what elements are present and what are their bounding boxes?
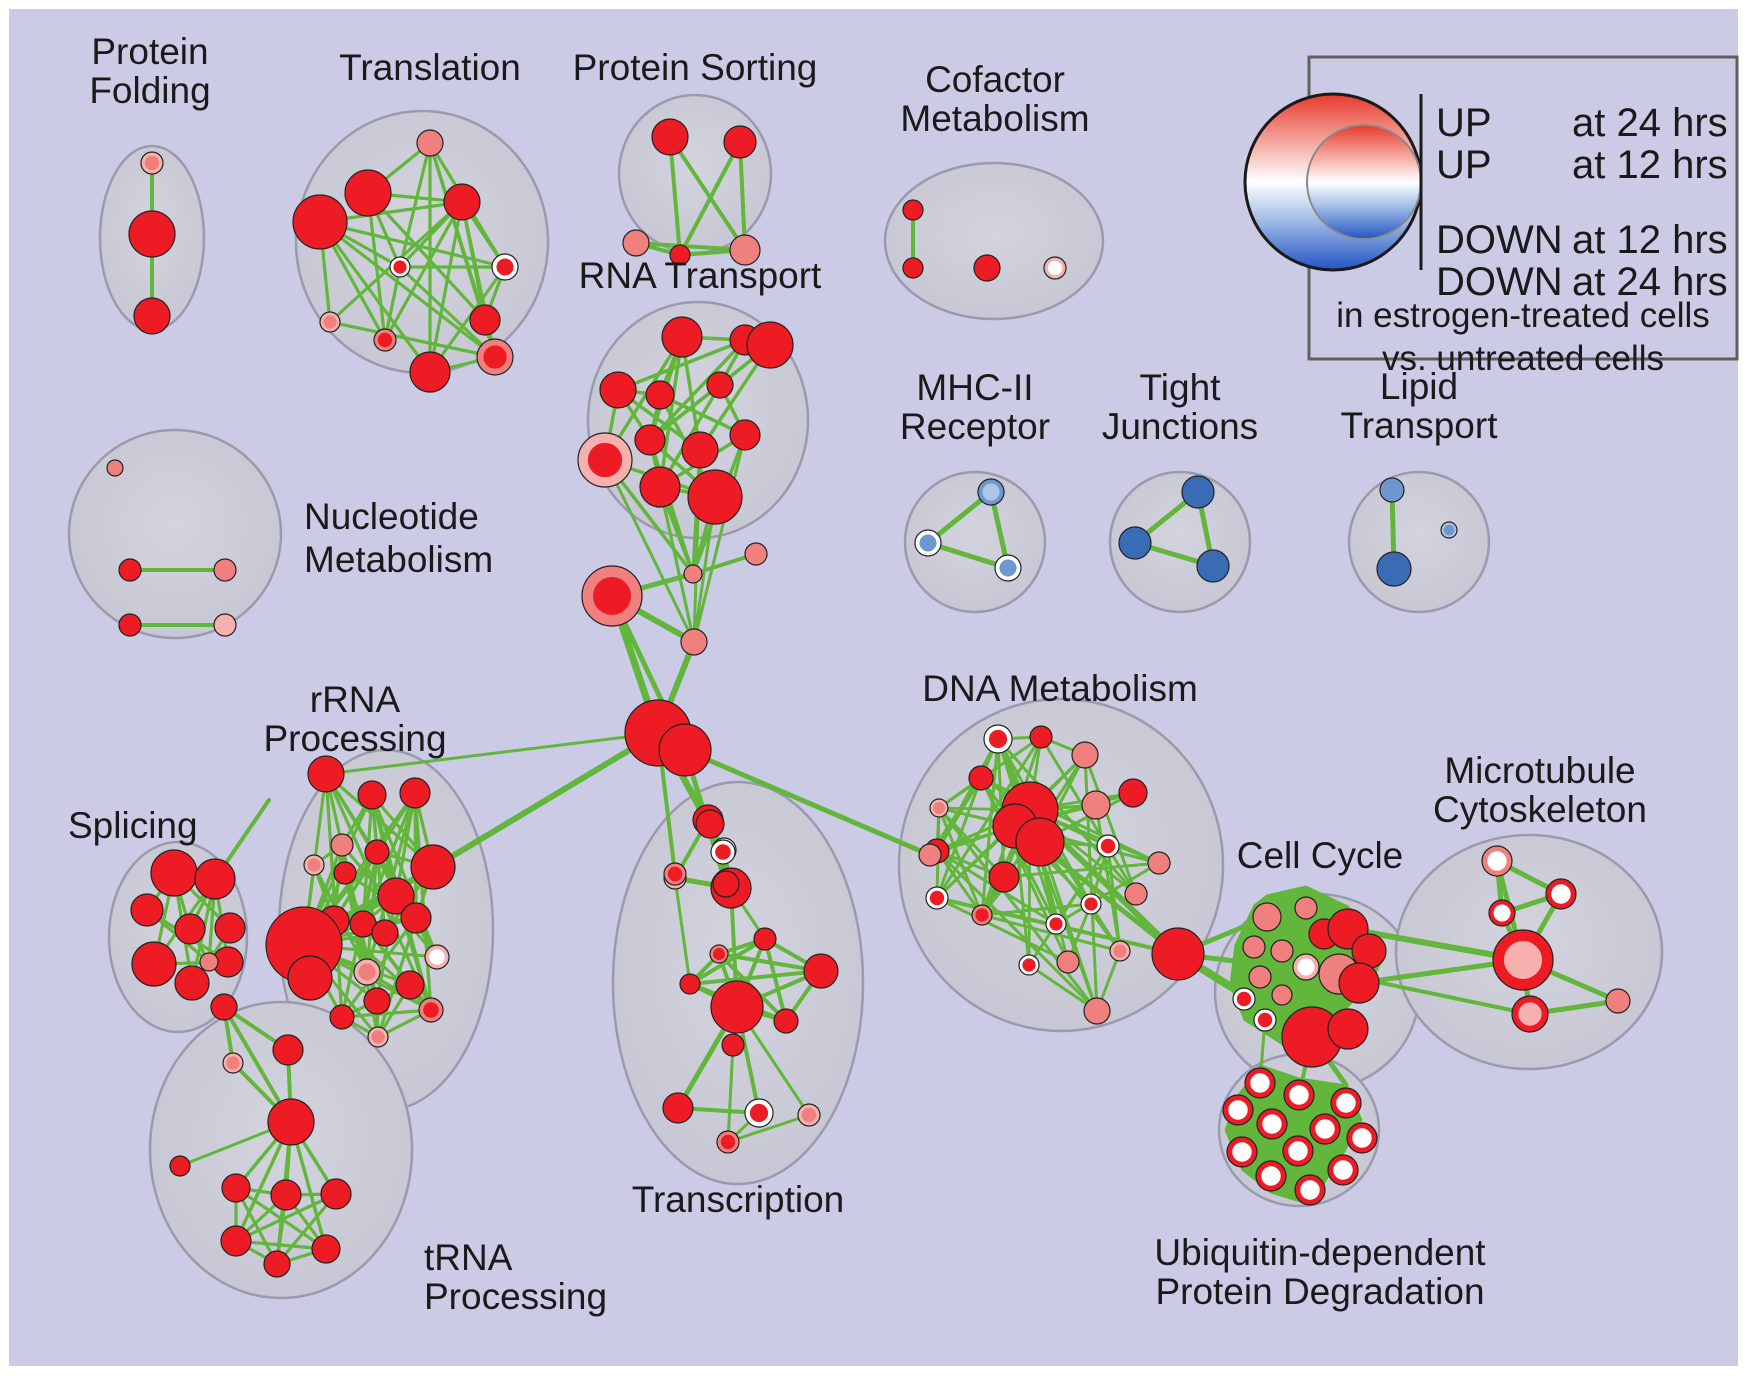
svg-text:DOWN: DOWN <box>1436 218 1563 262</box>
svg-text:Ubiquitin-dependent: Ubiquitin-dependent <box>1154 1232 1486 1273</box>
svg-text:in estrogen-treated cells: in estrogen-treated cells <box>1336 296 1710 335</box>
svg-text:Folding: Folding <box>89 70 210 111</box>
svg-text:Transport: Transport <box>1341 405 1499 446</box>
svg-text:Processing: Processing <box>263 718 446 759</box>
svg-text:Nucleotide: Nucleotide <box>304 496 479 537</box>
svg-text:Junctions: Junctions <box>1102 406 1258 447</box>
svg-text:Cell Cycle: Cell Cycle <box>1237 835 1404 876</box>
svg-text:at 12 hrs: at 12 hrs <box>1572 143 1728 187</box>
svg-text:Processing: Processing <box>424 1276 607 1317</box>
svg-text:Transcription: Transcription <box>632 1179 844 1220</box>
svg-text:Receptor: Receptor <box>900 406 1050 447</box>
svg-text:at 12 hrs: at 12 hrs <box>1572 218 1728 262</box>
svg-text:Tight: Tight <box>1140 367 1222 408</box>
svg-text:RNA Transport: RNA Transport <box>579 255 822 296</box>
svg-text:Protein Sorting: Protein Sorting <box>573 47 818 88</box>
svg-text:Cofactor: Cofactor <box>925 59 1065 100</box>
svg-text:Translation: Translation <box>339 47 521 88</box>
svg-text:vs. untreated cells: vs. untreated cells <box>1382 339 1664 378</box>
svg-text:MHC-II: MHC-II <box>916 367 1033 408</box>
svg-text:at 24 hrs: at 24 hrs <box>1572 101 1728 145</box>
svg-text:Metabolism: Metabolism <box>900 98 1089 139</box>
svg-text:Protein Degradation: Protein Degradation <box>1155 1271 1484 1312</box>
svg-text:rRNA: rRNA <box>310 679 401 720</box>
svg-text:Metabolism: Metabolism <box>304 539 493 580</box>
svg-text:UP: UP <box>1436 101 1492 145</box>
svg-text:Protein: Protein <box>91 31 208 72</box>
svg-text:Splicing: Splicing <box>68 805 198 846</box>
svg-text:Cytoskeleton: Cytoskeleton <box>1433 789 1647 830</box>
svg-text:Microtubule: Microtubule <box>1444 750 1635 791</box>
svg-text:UP: UP <box>1436 143 1492 187</box>
svg-text:DNA Metabolism: DNA Metabolism <box>922 668 1198 709</box>
svg-text:tRNA: tRNA <box>424 1237 513 1278</box>
